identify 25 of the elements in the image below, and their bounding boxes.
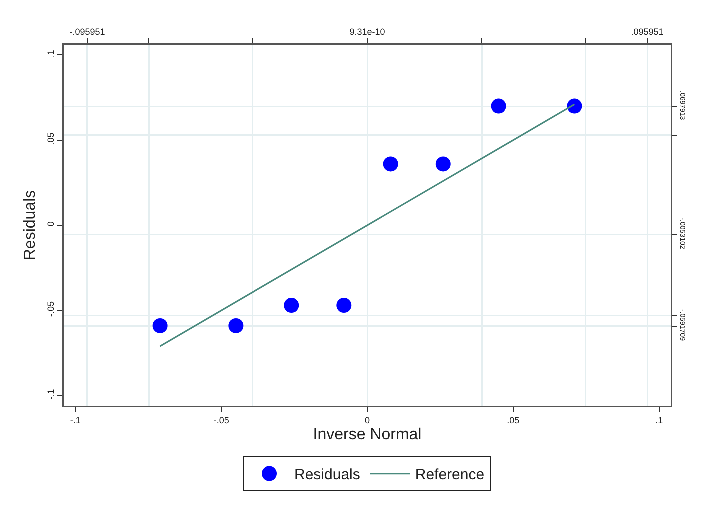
y-tick-label: .05 xyxy=(46,132,56,146)
x-tick-label: -.1 xyxy=(70,415,81,426)
point xyxy=(567,98,582,114)
x-tick-label: .1 xyxy=(656,415,664,426)
y-tick-label: -.1 xyxy=(46,389,56,400)
legend-label: Residuals xyxy=(294,466,360,484)
x2-tick-label: .095951 xyxy=(631,26,664,37)
y-tick-label: .1 xyxy=(46,50,56,58)
x-tick-label: -.05 xyxy=(214,415,230,426)
point xyxy=(491,98,506,114)
y-axis-title: Residuals xyxy=(22,190,40,261)
x2-tick-label: 9.31e-10 xyxy=(350,26,386,37)
point xyxy=(284,298,300,314)
y-tick-label: -.05 xyxy=(46,302,56,318)
point xyxy=(436,156,451,172)
x-tick-label: .05 xyxy=(507,415,520,426)
legend-label: Reference xyxy=(415,466,485,484)
y-tick-label: 0 xyxy=(46,222,56,227)
point xyxy=(383,156,398,172)
point xyxy=(228,318,244,334)
x-axis-title: Inverse Normal xyxy=(313,426,422,444)
point xyxy=(152,318,168,334)
x-tick-label: 0 xyxy=(364,415,370,426)
point xyxy=(336,298,352,314)
x2-tick-label: -.095951 xyxy=(70,26,106,37)
